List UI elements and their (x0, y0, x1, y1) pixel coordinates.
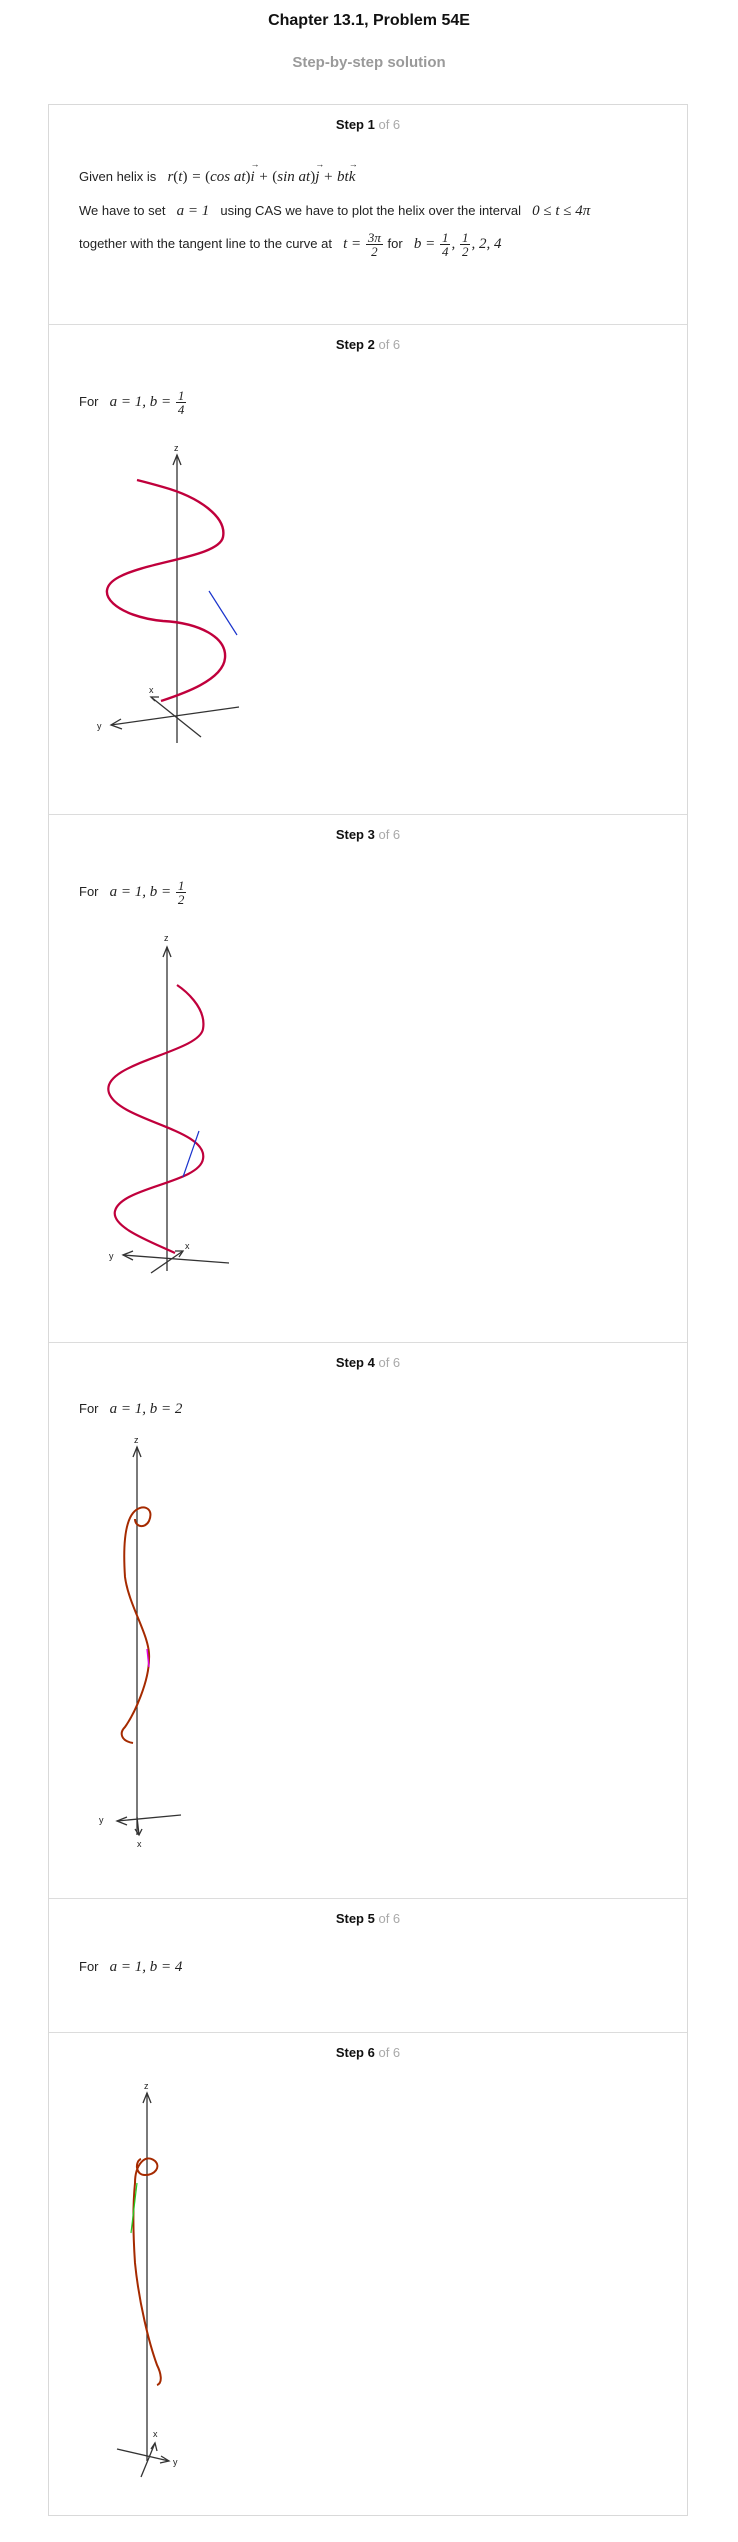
y-axis-label: y (97, 721, 102, 731)
x-axis-label: x (185, 1241, 190, 1251)
z-axis-label: z (134, 1435, 139, 1445)
helix-curve (105, 478, 227, 703)
y-axis-arrowhead (109, 718, 123, 730)
a-value: a = 1 (169, 203, 217, 219)
helix-curve (132, 2157, 162, 2386)
step-5-header: Step 5 of 6 (49, 1911, 687, 1926)
step-5: Step 5 of 6 For a = 1, b = 4 (49, 1898, 687, 2032)
set-label: We have to set (79, 203, 166, 218)
step-5-of: of 6 (378, 1911, 401, 1926)
step-4-of: of 6 (378, 1355, 401, 1370)
tangent-text: together with the tangent line to the cu… (79, 235, 332, 251)
step-3-header: Step 3 of 6 (49, 827, 687, 842)
tangent-line (130, 2182, 138, 2234)
x-axis (150, 696, 202, 738)
tangent-line (182, 1130, 200, 1178)
step-6-of: of 6 (378, 2045, 401, 2060)
step-5-for: For (79, 1959, 99, 1974)
step-3-of: of 6 (378, 827, 401, 842)
step-2-for: For (79, 393, 99, 409)
step-2-number: Step 2 (335, 337, 375, 352)
step-2-helix-plot: z y x (97, 443, 240, 743)
z-axis-arrowhead (132, 1445, 142, 1458)
step-4-helix-plot: z y x (99, 1435, 182, 1849)
step-3-number: Step 3 (335, 827, 375, 842)
step-4-for: For (79, 1401, 99, 1416)
step-1-line-1: Given helix is r(t) = (cos at)i + (sin a… (79, 159, 357, 186)
helix-equation: r(t) = (cos at)i + (sin at)j + btk (160, 159, 357, 185)
y-axis-label: y (173, 2457, 178, 2467)
step-1-header: Step 1 of 6 (49, 117, 687, 132)
step-4-header: Step 4 of 6 (49, 1355, 687, 1370)
y-axis (116, 1814, 182, 1822)
step-1-line-2: We have to set a = 1 using CAS we have t… (79, 203, 590, 220)
x-axis (136, 1816, 140, 1836)
y-axis (116, 2448, 170, 2462)
step-1-line-3: together with the tangent line to the cu… (79, 231, 501, 258)
x-axis (140, 2442, 156, 2478)
step-4: Step 4 of 6 For a = 1, b = 2 z y x (49, 1342, 687, 1898)
helix-curve (120, 1506, 152, 1744)
step-3-for: For (79, 883, 99, 899)
x-axis-label: x (137, 1839, 142, 1849)
x-axis-label: x (153, 2429, 158, 2439)
step-1: Step 1 of 6 Given helix is r(t) = (cos a… (49, 105, 687, 324)
z-axis-arrowhead (162, 945, 172, 958)
z-axis-label: z (144, 2081, 149, 2091)
x-axis-arrowhead (149, 696, 159, 702)
for-text: for (387, 235, 403, 251)
y-axis (122, 1254, 230, 1264)
tangent-line (208, 590, 238, 636)
y-axis-label: y (109, 1251, 114, 1261)
step-2-of: of 6 (378, 337, 401, 352)
page-subtitle: Step-by-step solution (292, 54, 446, 71)
step-5-params: a = 1, b = 4 (102, 1959, 183, 1975)
given-label: Given helix is (79, 169, 157, 184)
step-2-header: Step 2 of 6 (49, 337, 687, 352)
step-3-helix-plot: z y x (107, 933, 230, 1274)
tangent-line (146, 1648, 150, 1668)
step-1-number: Step 1 (335, 117, 375, 132)
y-axis-arrowhead (159, 2455, 171, 2464)
solution-steps: Step 1 of 6 Given helix is r(t) = (cos a… (48, 104, 688, 2516)
z-axis-label: z (174, 443, 179, 453)
step-6-helix-plot: z y x (116, 2081, 178, 2478)
step-6-number: Step 6 (335, 2045, 375, 2060)
x-axis-arrowhead (134, 1828, 143, 1837)
x-axis (150, 1250, 184, 1274)
z-axis-arrowhead (172, 453, 182, 466)
step-4-params: a = 1, b = 2 (102, 1401, 183, 1417)
y-axis-label: y (99, 1815, 104, 1825)
helix-curve (107, 984, 205, 1254)
z-axis-arrowhead (142, 2091, 152, 2104)
step-5-text: For a = 1, b = 4 (79, 1959, 182, 1976)
step-5-number: Step 5 (335, 1911, 375, 1926)
step-1-of: of 6 (378, 117, 401, 132)
x-axis-arrowhead (175, 1250, 185, 1258)
z-axis-label: z (164, 933, 169, 943)
step-6-header: Step 6 of 6 (49, 2045, 687, 2060)
x-axis-arrowhead (150, 2441, 158, 2452)
step-6: Step 6 of 6 z y x (49, 2032, 687, 2515)
cas-text: using CAS we have to plot the helix over… (220, 203, 521, 218)
interval: 0 ≤ t ≤ 4π (524, 203, 591, 219)
y-axis-arrowhead (121, 1250, 134, 1261)
page-title: Chapter 13.1, Problem 54E (268, 12, 470, 29)
step-4-text: For a = 1, b = 2 (79, 1401, 182, 1418)
x-axis-label: x (149, 685, 154, 695)
y-axis-arrowhead (115, 1816, 128, 1826)
t-value: t = 3π 2 (335, 230, 383, 259)
step-4-number: Step 4 (335, 1355, 375, 1370)
